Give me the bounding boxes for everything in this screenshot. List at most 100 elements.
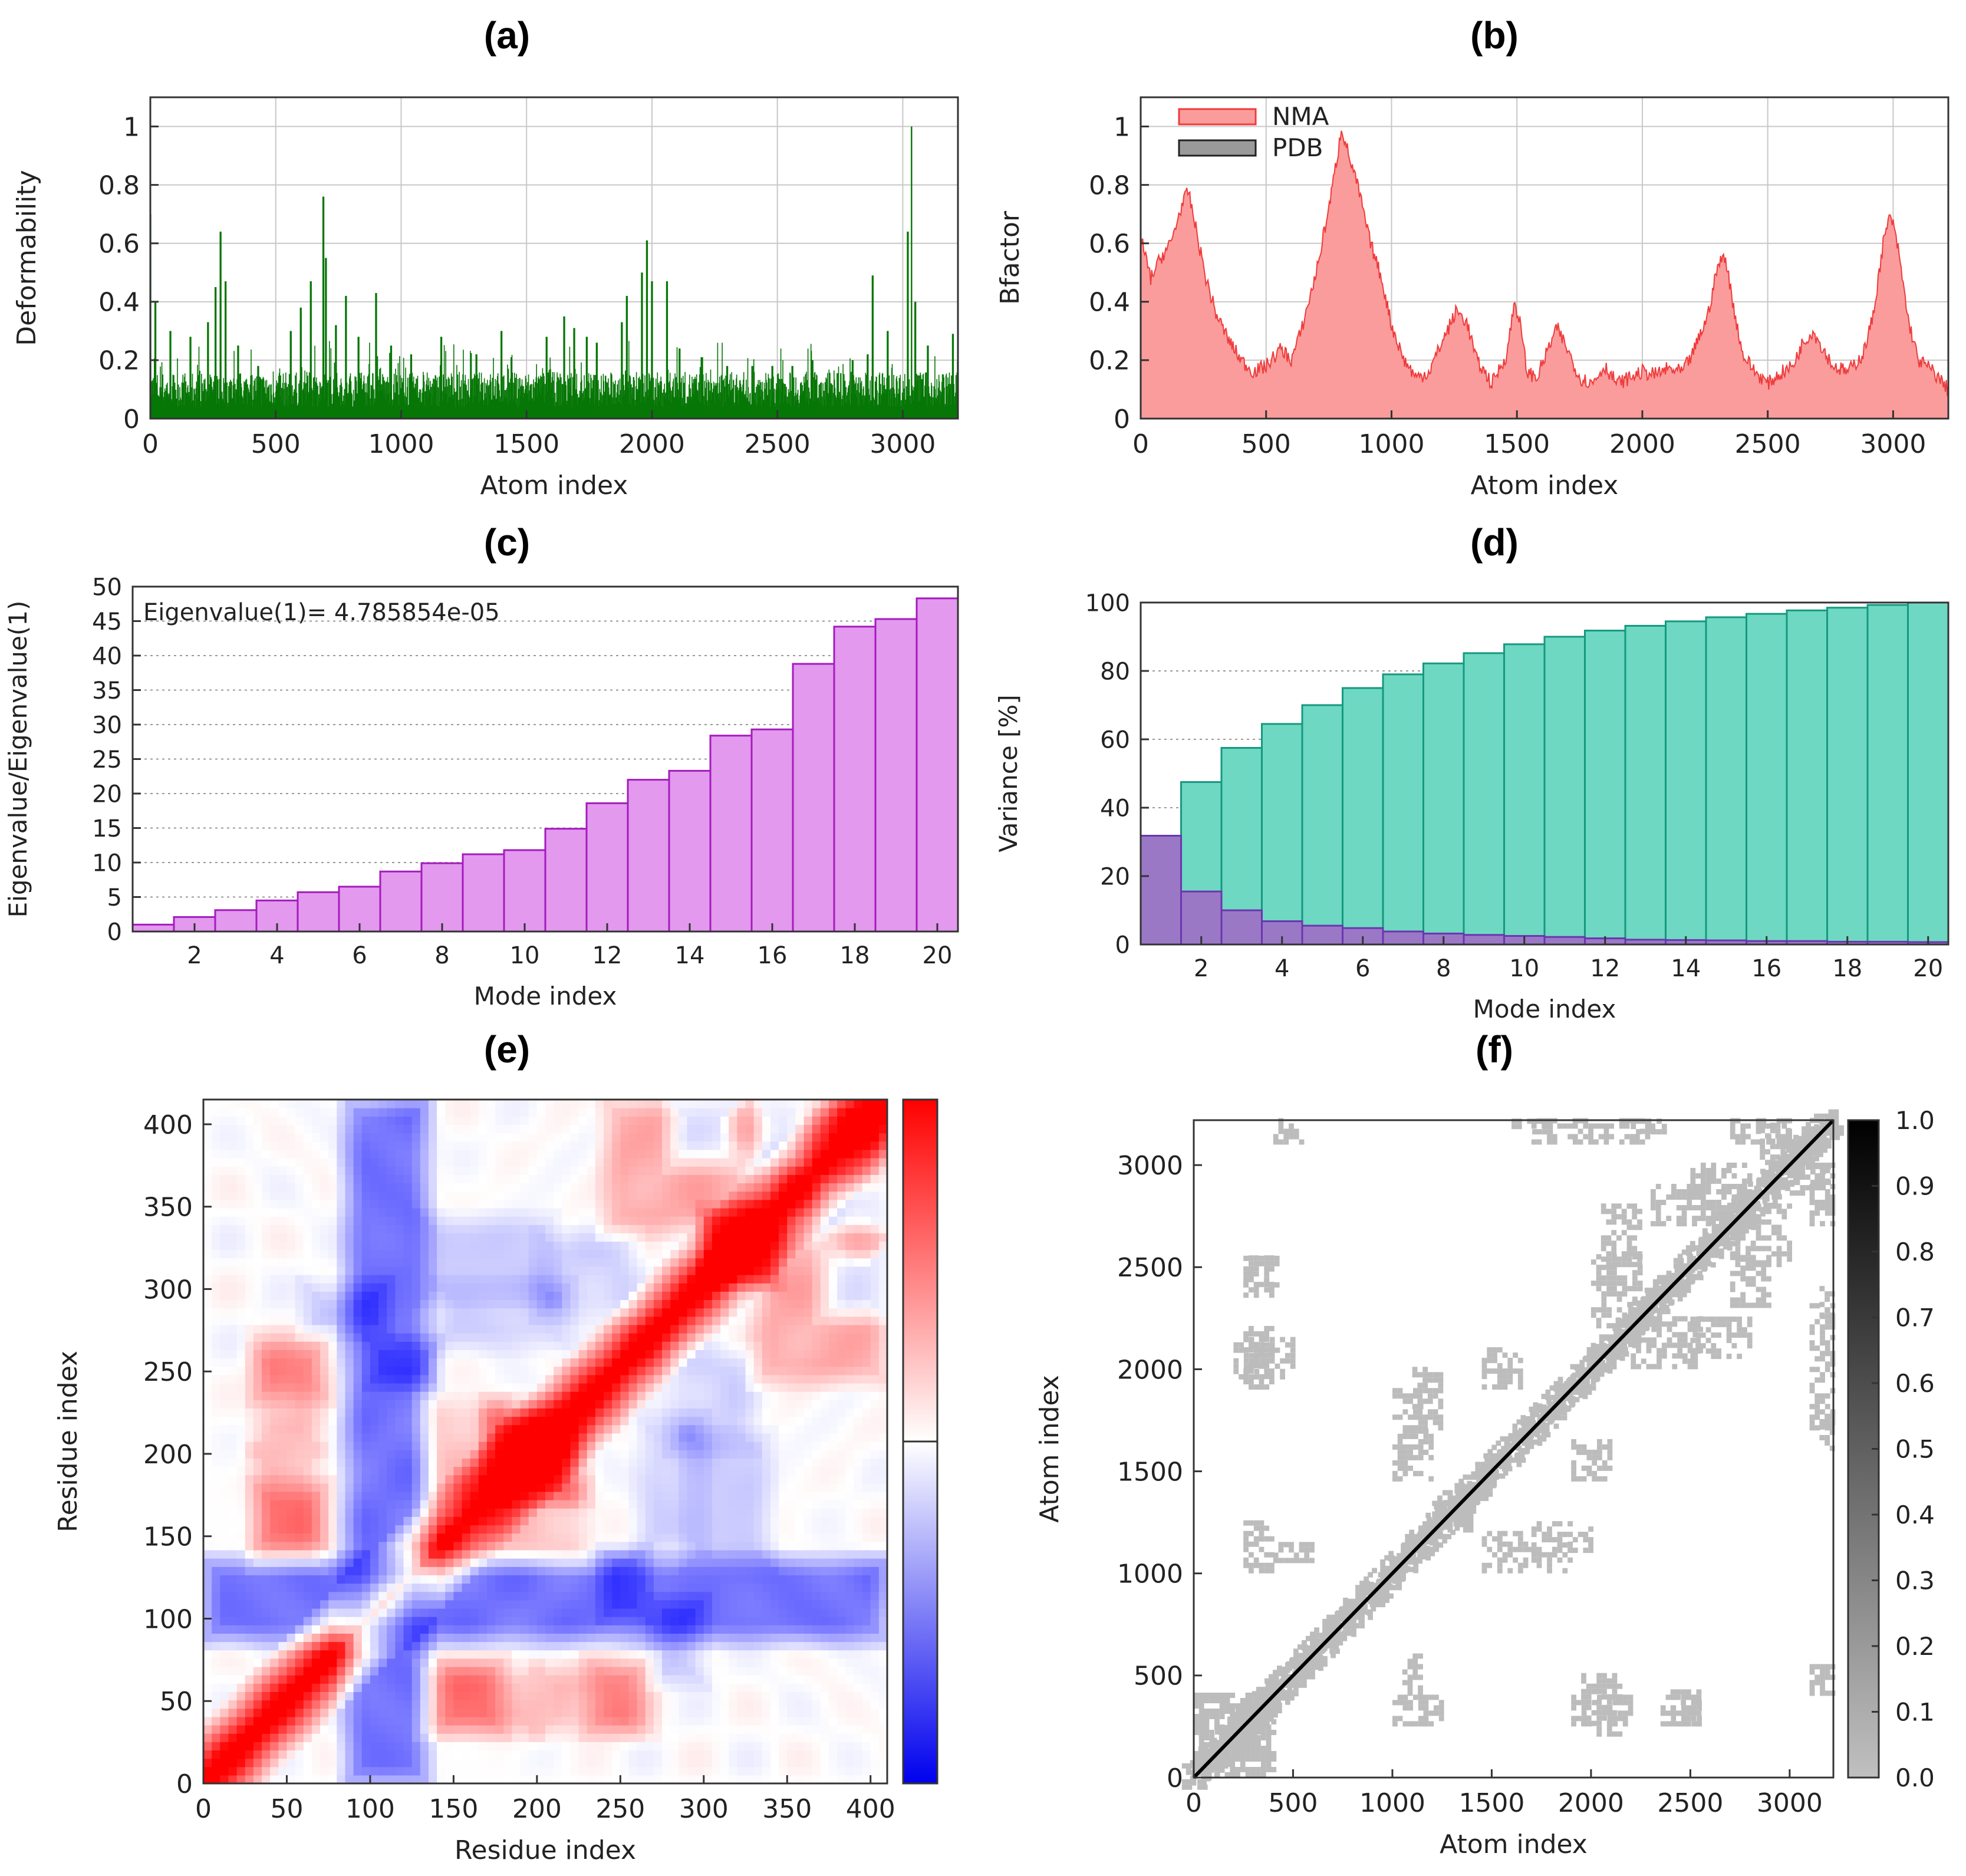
contact-cell bbox=[1737, 1317, 1742, 1322]
contact-cell bbox=[1306, 1651, 1311, 1657]
contact-cell bbox=[1513, 1352, 1518, 1358]
contact-cell bbox=[1223, 1757, 1229, 1763]
contact-cell bbox=[1514, 1453, 1520, 1459]
contact-cell bbox=[1677, 1296, 1683, 1302]
contact-cell bbox=[1438, 1542, 1444, 1548]
contact-cell bbox=[1596, 1270, 1602, 1276]
contact-cell bbox=[1815, 1164, 1821, 1170]
contact-cell bbox=[1264, 1562, 1270, 1568]
contact-cell bbox=[1315, 1642, 1320, 1648]
contact-cell bbox=[1310, 1642, 1315, 1648]
contact-cell bbox=[1666, 1276, 1672, 1282]
contact-cell bbox=[1417, 1372, 1423, 1378]
contact-cell bbox=[1581, 1700, 1587, 1706]
contact-cell bbox=[1269, 1679, 1274, 1685]
contact-cell bbox=[1765, 1133, 1770, 1139]
contact-cell bbox=[1425, 1555, 1431, 1561]
contact-cell bbox=[1435, 1508, 1440, 1514]
contact-cell bbox=[1422, 1367, 1428, 1373]
contact-cell bbox=[1618, 1700, 1623, 1706]
contact-cell bbox=[1793, 1177, 1799, 1183]
contact-cell bbox=[1606, 1219, 1612, 1225]
contact-cell bbox=[1805, 1174, 1810, 1180]
contact-cell bbox=[1264, 1363, 1270, 1369]
contact-cell bbox=[1542, 1532, 1547, 1538]
contact-cell bbox=[1223, 1752, 1229, 1758]
contact-cell bbox=[1409, 1566, 1415, 1572]
contact-cell bbox=[1671, 1184, 1677, 1189]
contact-cell bbox=[1819, 1134, 1825, 1140]
contact-cell bbox=[1249, 1541, 1254, 1547]
contact-cell bbox=[1417, 1537, 1423, 1543]
contact-cell bbox=[1256, 1772, 1261, 1778]
contact-cell bbox=[1335, 1648, 1340, 1654]
contact-cell bbox=[1606, 1281, 1612, 1286]
contact-cell bbox=[1588, 1134, 1593, 1140]
contact-cell bbox=[1507, 1374, 1513, 1380]
contact-cell bbox=[1502, 1384, 1508, 1390]
contact-cell bbox=[1338, 1634, 1343, 1640]
contact-cell bbox=[1422, 1377, 1428, 1383]
contact-cell bbox=[1789, 1155, 1794, 1160]
contact-cell bbox=[1825, 1440, 1830, 1446]
contact-cell bbox=[1203, 1746, 1209, 1752]
contact-cell bbox=[1786, 1138, 1791, 1144]
contact-cell bbox=[1602, 1460, 1608, 1466]
contact-cell bbox=[1385, 1581, 1391, 1587]
contact-cell bbox=[1273, 1712, 1278, 1718]
contact-cell bbox=[1606, 1699, 1612, 1705]
contact-cell bbox=[1418, 1653, 1423, 1659]
contact-cell bbox=[1606, 1726, 1612, 1732]
contact-cell bbox=[1616, 1296, 1622, 1302]
contact-cell bbox=[1507, 1358, 1513, 1364]
contact-cell bbox=[1497, 1536, 1503, 1542]
contact-cell bbox=[1438, 1372, 1444, 1378]
contact-cell bbox=[1761, 1297, 1767, 1303]
contact-cell bbox=[1224, 1772, 1230, 1778]
contact-cell bbox=[1240, 1698, 1246, 1703]
contact-cell bbox=[1632, 1209, 1638, 1215]
contact-cell bbox=[1290, 1352, 1296, 1358]
contact-cell bbox=[1742, 1184, 1747, 1189]
x-tick-label: 250 bbox=[595, 1794, 645, 1824]
contact-cell bbox=[1253, 1358, 1259, 1364]
contact-cell bbox=[1632, 1296, 1638, 1302]
contact-cell bbox=[1402, 1721, 1408, 1727]
contact-cell bbox=[1266, 1762, 1272, 1767]
contact-cell bbox=[1648, 1294, 1654, 1299]
contact-cell bbox=[1700, 1184, 1706, 1189]
contact-cell bbox=[1487, 1475, 1493, 1481]
contact-cell bbox=[1542, 1129, 1548, 1135]
contact-cell bbox=[1756, 1262, 1761, 1268]
contact-cell bbox=[1249, 1531, 1254, 1536]
contact-cell bbox=[1516, 1118, 1522, 1124]
contact-cell bbox=[1809, 1221, 1815, 1227]
contact-cell bbox=[1586, 1694, 1592, 1700]
x-tick-label: 10 bbox=[1509, 955, 1539, 982]
contact-cell bbox=[1833, 1130, 1839, 1136]
y-tick-label: 300 bbox=[143, 1275, 193, 1305]
contact-cell bbox=[1615, 1328, 1621, 1334]
contact-cell bbox=[1630, 1334, 1635, 1340]
contact-cell bbox=[1277, 1691, 1283, 1697]
contact-cell bbox=[1603, 1367, 1609, 1373]
contact-cell bbox=[1599, 1334, 1605, 1340]
contact-cell bbox=[1259, 1546, 1264, 1552]
contact-cell bbox=[1531, 1431, 1536, 1437]
contact-cell bbox=[1735, 1194, 1741, 1200]
contact-cell bbox=[1226, 1755, 1231, 1760]
contact-cell bbox=[1289, 1542, 1294, 1548]
x-tick-label: 2 bbox=[187, 942, 202, 969]
contact-cell bbox=[1283, 1139, 1289, 1145]
contact-cell bbox=[1602, 1476, 1608, 1482]
individual-variance-bar bbox=[1463, 934, 1505, 946]
contact-cell bbox=[1408, 1414, 1413, 1420]
contact-cell bbox=[1253, 1536, 1259, 1542]
contact-cell bbox=[1591, 1720, 1597, 1726]
contact-cell bbox=[1397, 1388, 1403, 1394]
contact-cell bbox=[1761, 1235, 1767, 1241]
contact-map: 0.00.10.20.30.40.50.60.70.80.91.0 0 500 10… bbox=[1035, 1106, 1935, 1859]
contact-cell bbox=[1253, 1255, 1259, 1261]
contact-cell bbox=[1621, 1219, 1627, 1225]
